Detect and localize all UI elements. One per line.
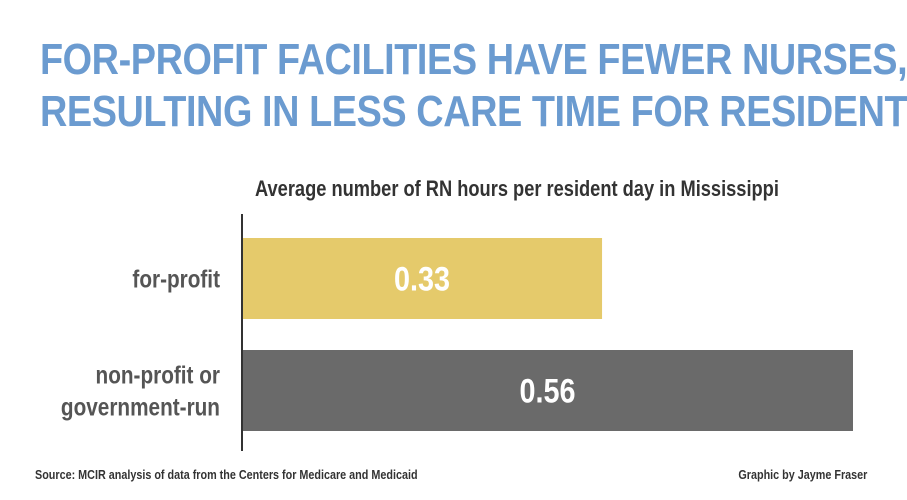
category-label-0-line-0: for-profit xyxy=(132,265,220,293)
category-label-1-line-0: non-profit or xyxy=(96,361,220,389)
bar-0 xyxy=(242,238,603,319)
category-label-1-line-1: government-run xyxy=(61,393,220,421)
graphic-credit: Graphic by Jayme Fraser xyxy=(738,467,867,482)
bar-1 xyxy=(242,350,853,431)
source-note: Source: MCIR analysis of data from the C… xyxy=(35,467,418,482)
bar-value-label-0: 0.33 xyxy=(394,261,450,299)
chart-subtitle: Average number of RN hours per resident … xyxy=(255,176,779,201)
bar-value-label-1: 0.56 xyxy=(520,373,576,411)
